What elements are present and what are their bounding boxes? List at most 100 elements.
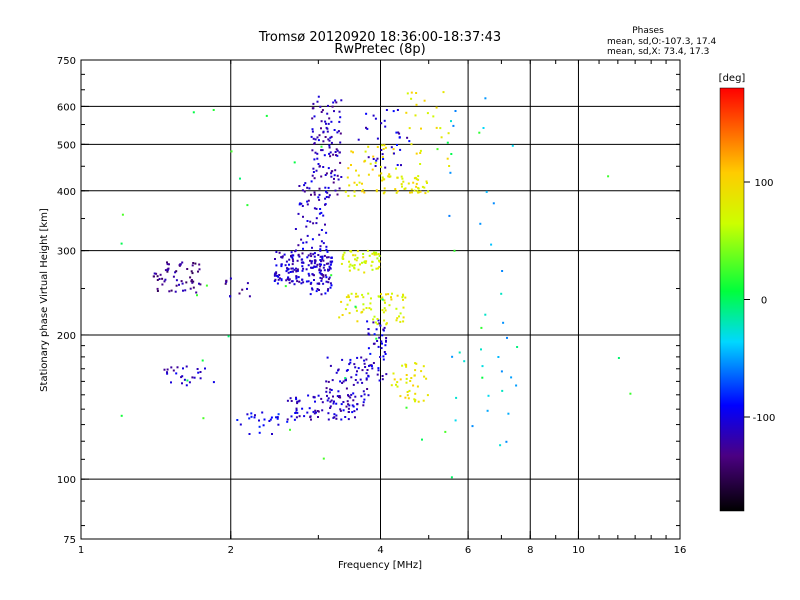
colorbar — [720, 88, 744, 511]
scatter-point — [375, 159, 378, 162]
scatter-point — [365, 307, 368, 309]
scatter-point — [404, 296, 407, 299]
scatter-point — [313, 207, 316, 210]
scatter-point — [356, 295, 359, 298]
scatter-point — [185, 384, 188, 387]
scatter-point — [303, 184, 306, 187]
scatter-point — [310, 260, 313, 263]
scatter-point — [425, 377, 428, 380]
scatter-point — [373, 333, 376, 336]
scatter-point — [315, 217, 318, 220]
scatter-point — [319, 255, 322, 258]
scatter-point — [346, 176, 349, 179]
scatter-point — [375, 328, 378, 331]
scatter-point — [197, 270, 199, 273]
scatter-point — [322, 282, 325, 285]
scatter-point — [328, 139, 331, 142]
scatter-point — [361, 293, 364, 296]
scatter-point — [407, 182, 410, 185]
scatter-point — [481, 376, 484, 379]
scatter-point — [343, 251, 346, 254]
scatter-point — [390, 384, 393, 387]
scatter-point — [326, 399, 329, 402]
scatter-point — [362, 303, 365, 306]
scatter-point — [319, 248, 322, 251]
scatter-points — [120, 91, 632, 479]
scatter-point — [321, 258, 324, 261]
scatter-point — [316, 263, 319, 266]
scatter-point — [350, 164, 352, 166]
scatter-point — [312, 266, 315, 269]
scatter-point — [297, 276, 300, 279]
scatter-point — [349, 358, 352, 361]
scatter-point — [303, 190, 306, 193]
scatter-point — [278, 274, 281, 276]
scatter-point — [295, 277, 298, 280]
scatter-point — [312, 137, 315, 140]
scatter-point — [121, 213, 124, 216]
x-tick-label: 10 — [572, 545, 585, 556]
scatter-point — [396, 144, 398, 146]
scatter-point — [273, 273, 276, 276]
scatter-point — [175, 270, 178, 273]
scatter-point — [367, 145, 370, 148]
scatter-point — [196, 294, 198, 297]
scatter-point — [246, 204, 249, 207]
scatter-point — [329, 286, 332, 289]
scatter-point — [499, 444, 502, 447]
scatter-point — [372, 155, 375, 158]
scatter-point — [402, 298, 404, 301]
scatter-point — [185, 365, 188, 368]
scatter-point — [275, 272, 278, 275]
scatter-point — [382, 192, 385, 195]
scatter-point — [348, 260, 350, 263]
scatter-point — [195, 291, 198, 294]
scatter-point — [301, 252, 304, 255]
scatter-point — [196, 368, 199, 370]
scatter-point — [371, 367, 374, 370]
scatter-point — [250, 412, 253, 415]
scatter-point — [309, 293, 312, 296]
scatter-point — [326, 191, 329, 194]
scatter-point — [375, 253, 378, 256]
scatter-point — [419, 152, 422, 154]
scatter-point — [410, 377, 413, 379]
scatter-point — [607, 175, 610, 178]
scatter-point — [420, 370, 423, 373]
scatter-point — [356, 320, 359, 323]
scatter-point — [378, 295, 381, 298]
scatter-point — [411, 191, 413, 194]
scatter-point — [286, 420, 289, 423]
scatter-point — [334, 99, 337, 102]
scatter-point — [376, 157, 379, 160]
scatter-point — [372, 321, 375, 324]
scatter-point — [383, 119, 386, 122]
scatter-point — [355, 259, 358, 262]
scatter-point — [414, 369, 417, 372]
scatter-point — [408, 140, 411, 143]
scatter-point — [424, 192, 427, 195]
scatter-point — [333, 110, 335, 113]
scatter-point — [301, 258, 304, 261]
scatter-point — [378, 265, 381, 268]
scatter-point — [335, 101, 338, 104]
scatter-point — [307, 199, 310, 202]
scatter-point — [317, 394, 320, 397]
scatter-point — [306, 411, 309, 414]
scatter-point — [312, 253, 315, 256]
scatter-point — [368, 364, 370, 367]
scatter-point — [307, 280, 310, 283]
scatter-point — [405, 406, 408, 409]
phases-stat-o: mean, sd,O:-107.3, 17.4 — [607, 37, 717, 47]
phases-heading: Phases — [632, 26, 664, 36]
scatter-point — [380, 293, 382, 296]
scatter-point — [385, 337, 388, 339]
scatter-point — [166, 263, 169, 266]
scatter-point — [371, 260, 374, 263]
scatter-point — [261, 411, 264, 414]
scatter-point — [352, 392, 355, 395]
scatter-point — [212, 109, 215, 111]
scatter-point — [377, 367, 380, 370]
scatter-point — [310, 180, 313, 183]
y-tick-label: 500 — [57, 140, 76, 151]
